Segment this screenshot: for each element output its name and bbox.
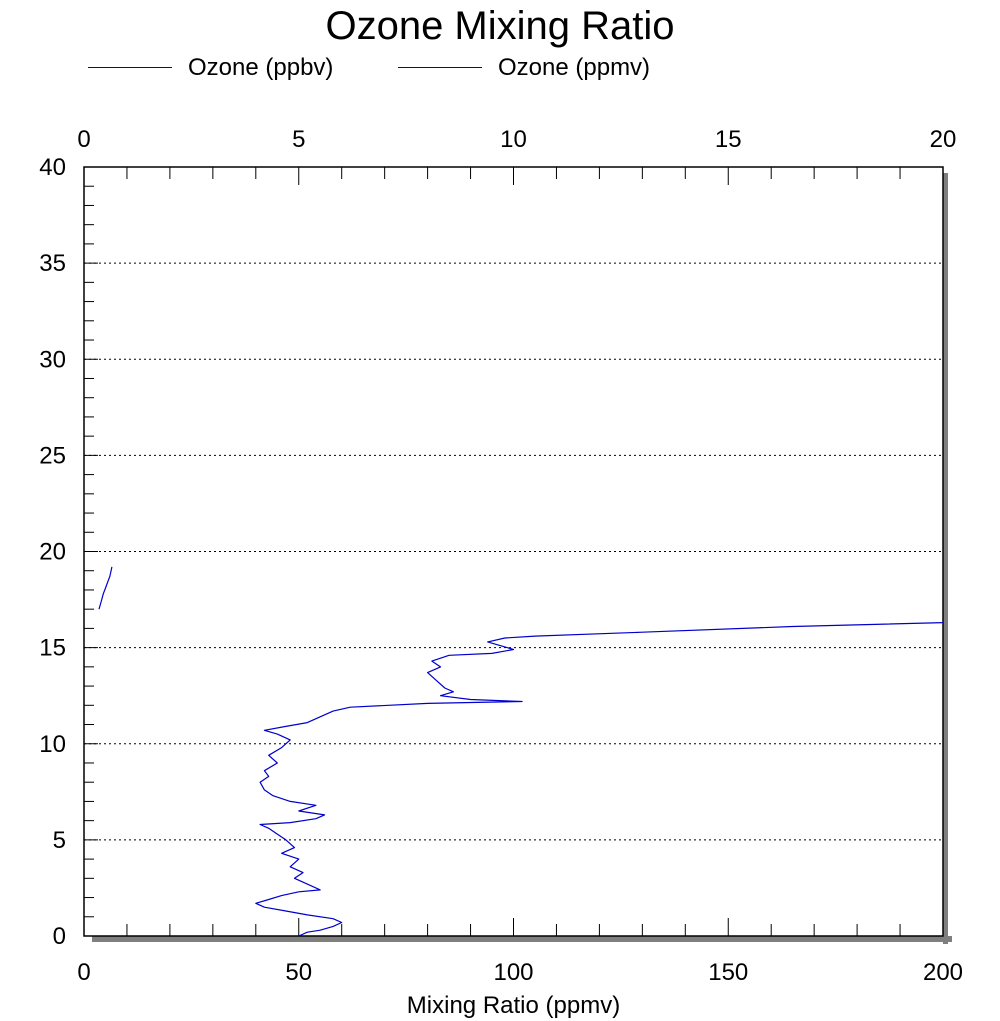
legend: Ozone (ppbv) Ozone (ppmv)	[0, 52, 1000, 84]
y-tick-label: 10	[39, 731, 66, 758]
x-top-tick-label: 0	[77, 126, 90, 153]
legend-swatch-ppmv	[398, 67, 482, 68]
x-bottom-tick-label: 100	[493, 959, 533, 986]
x-axis-title: Mixing Ratio (ppmv)	[407, 992, 620, 1019]
tick-marks	[83, 166, 944, 937]
plot-shadow-bottom	[92, 936, 952, 942]
y-tick-label: 20	[39, 539, 66, 566]
y-tick-label: 15	[39, 635, 66, 662]
x-top-tick-label: 5	[292, 126, 305, 153]
x-top-tick-label: 20	[930, 126, 957, 153]
y-tick-label: 5	[53, 827, 66, 854]
chart-title: Ozone Mixing Ratio	[325, 4, 675, 48]
y-tick-label: 30	[39, 346, 66, 373]
x-bottom-tick-label: 0	[77, 959, 90, 986]
plot-shadow-right	[943, 173, 948, 944]
series-line-ppmv	[98, 566, 113, 610]
legend-swatch-ppbv	[88, 67, 172, 68]
legend-label-ppmv: Ozone (ppmv)	[498, 54, 651, 81]
y-tick-label: 0	[53, 923, 66, 950]
y-tick-label: 25	[39, 442, 66, 469]
legend-label-ppbv: Ozone (ppbv)	[188, 54, 334, 81]
x-top-tick-label: 10	[500, 126, 527, 153]
tick-labels: 0 5 10 15 20 25 30 35 40 0 50 100 150 200 0 5 10 15 20	[39, 126, 963, 986]
grid-lines	[84, 262, 943, 841]
x-bottom-tick-label: 50	[285, 959, 312, 986]
x-top-tick-label: 15	[715, 126, 742, 153]
y-tick-label: 40	[39, 154, 66, 181]
x-bottom-tick-label: 200	[923, 959, 963, 986]
y-tick-label: 35	[39, 250, 66, 277]
series-line-ppbv	[255, 622, 944, 937]
x-bottom-tick-label: 150	[708, 959, 748, 986]
series-lines	[98, 566, 944, 937]
